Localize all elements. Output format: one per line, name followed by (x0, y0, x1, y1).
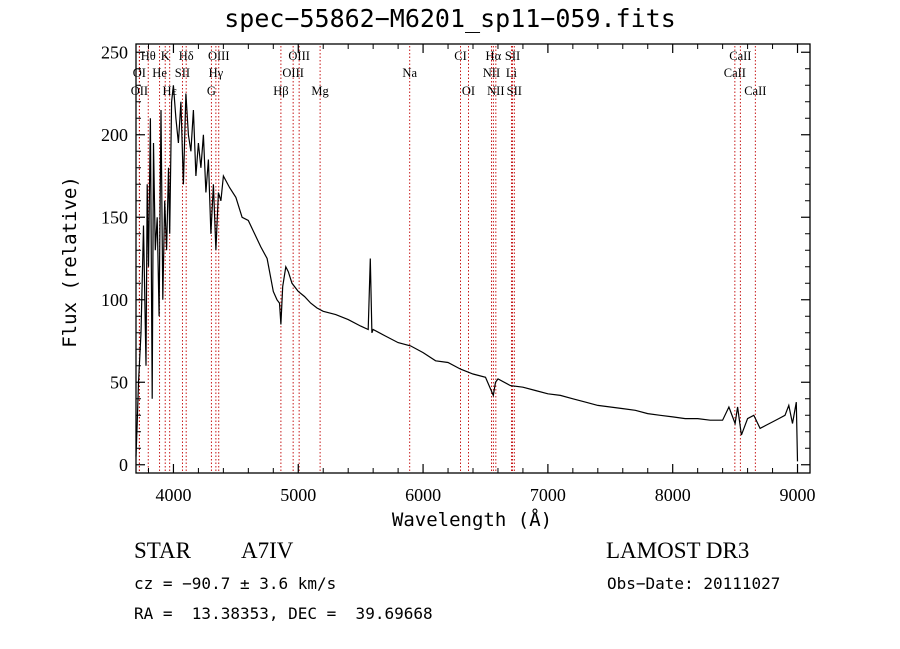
spectral-line-label: Mg (311, 84, 329, 98)
x-tick-label: 4000 (155, 485, 191, 505)
spectral-line-label: NII (483, 66, 500, 80)
spectral-line-label: Hδ (179, 49, 194, 63)
spectral-line-label: K (161, 49, 170, 63)
spectral-line-label: OIII (288, 49, 310, 63)
spectral-line-label: CaII (724, 66, 746, 80)
survey-name: LAMOST DR3 (606, 538, 750, 563)
coordinates: RA = 13.38353, DEC = 39.69668 (134, 604, 433, 623)
y-tick-label: 100 (101, 290, 128, 310)
y-axis-label: Flux (relative) (59, 176, 81, 348)
chart-title: spec−55862−M6201_sp11−059.fits (224, 4, 676, 33)
spectral-line-label: OI (462, 84, 475, 98)
y-tick-label: 250 (101, 42, 128, 62)
spectral-line-label: SII (175, 66, 190, 80)
x-tick-label: 8000 (655, 485, 691, 505)
y-tick-label: 200 (101, 125, 128, 145)
y-tick-label: 0 (119, 455, 128, 475)
spectral-line-label: Na (402, 66, 417, 80)
spectral-line-label: Hα (486, 49, 502, 63)
flux-series-line (135, 85, 799, 462)
spectral-line-label: OII (131, 84, 148, 98)
spectral-line-label: Li (506, 66, 518, 80)
spectral-line-label: NII (487, 84, 504, 98)
spectral-line-label: CI (454, 49, 467, 63)
spectral-class: A7IV (241, 538, 294, 563)
observation-date: Obs−Date: 20111027 (607, 574, 781, 593)
spectral-line-label: OIII (282, 66, 304, 80)
spectral-line-label: G (207, 84, 216, 98)
x-tick-label: 5000 (280, 485, 316, 505)
spectral-line-label: OIII (208, 49, 230, 63)
x-tick-label: 6000 (405, 485, 441, 505)
spectral-line-label: Hγ (209, 66, 224, 80)
y-axis-ticks: 0 50 100 150 200 250 (101, 42, 810, 475)
spectral-line-label: SII (507, 84, 522, 98)
x-axis-ticks: 4000 5000 6000 7000 8000 9000 (147, 44, 816, 505)
x-tick-label: 7000 (530, 485, 566, 505)
spectral-line-label: OI (133, 66, 146, 80)
object-type: STAR (134, 538, 191, 563)
x-axis-label: Wavelength (Å) (391, 509, 553, 531)
spectral-line-label: CaII (744, 84, 766, 98)
spectral-line-label: He (152, 66, 167, 80)
spectral-line-label: Hβ (273, 84, 288, 98)
spectral-line-markers (138, 46, 756, 472)
y-tick-label: 50 (110, 372, 128, 392)
y-tick-label: 150 (101, 207, 128, 227)
x-tick-label: 9000 (780, 485, 816, 505)
spectral-line-label: Hθ (141, 49, 156, 63)
plot-frame (135, 43, 811, 474)
redshift-cz: cz = −90.7 ± 3.6 km/s (134, 574, 337, 593)
spectral-line-label: CaII (729, 49, 751, 63)
spectral-line-label: SII (505, 49, 520, 63)
